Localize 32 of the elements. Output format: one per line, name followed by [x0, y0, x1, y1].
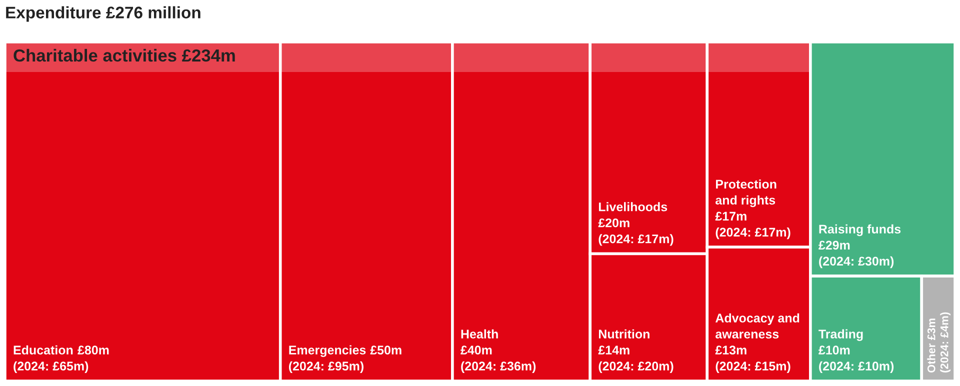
- data-label: £3m: [927, 318, 936, 340]
- data-label: £29m: [818, 240, 850, 250]
- text: (2024: £17m): [598, 234, 674, 246]
- text: Expenditure £276 million: [6, 6, 200, 22]
- category-label: Education: [14, 345, 73, 355]
- text: Charitable activities £234m: [14, 48, 235, 62]
- text: (2024: £10m): [819, 361, 894, 373]
- data-label: £13m: [715, 346, 746, 355]
- text: (2024: £4m): [940, 312, 950, 372]
- data-label: £50m: [370, 346, 402, 355]
- data-label: £17m: [715, 212, 746, 221]
- category-label: Emergencies: [289, 345, 366, 357]
- text: (2024: £17m): [716, 227, 790, 240]
- category-label: Trading: [818, 329, 863, 341]
- category-label: Health: [461, 329, 498, 339]
- category-label: Raising funds: [819, 224, 901, 236]
- text: (2024: £95m): [288, 361, 364, 373]
- category-label: Other: [927, 344, 936, 373]
- data-label: £10m: [818, 346, 850, 355]
- text: (2024: £15m): [716, 361, 790, 373]
- category-label: Advocacy and awareness: [715, 313, 800, 339]
- data-label: £80m: [78, 346, 109, 355]
- text: (2024: £20m): [598, 361, 674, 373]
- data-label: £20m: [598, 218, 630, 228]
- text: (2024: £36m): [461, 361, 536, 373]
- category-label: Protection and rights: [716, 179, 776, 208]
- text: (2024: £30m): [819, 256, 894, 268]
- data-label: £14m: [598, 346, 630, 354]
- data-label: £40m: [460, 346, 492, 355]
- text: (2024: £65m): [14, 361, 88, 373]
- category-label: Nutrition: [598, 329, 650, 339]
- category-label: Livelihoods: [598, 202, 668, 212]
